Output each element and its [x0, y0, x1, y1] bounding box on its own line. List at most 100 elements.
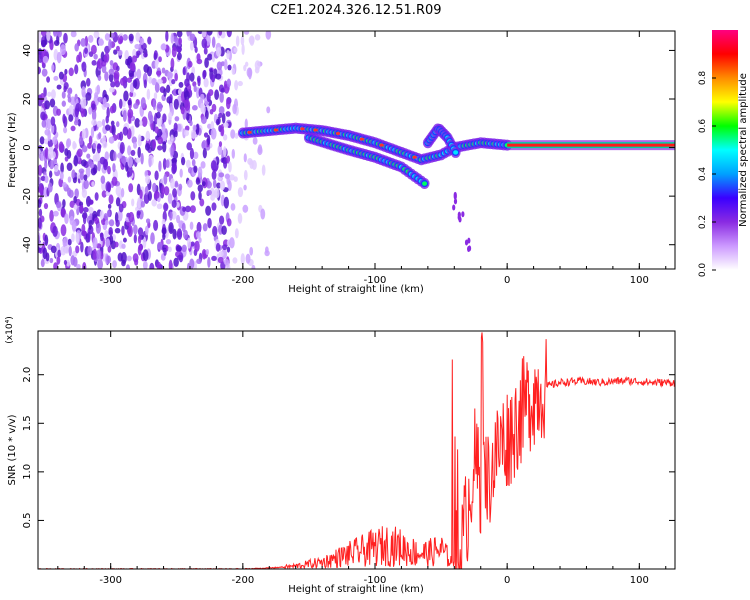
spectrogram-noise-blob: [49, 98, 56, 108]
spectrogram-noise-blob: [79, 204, 84, 214]
spectrogram-noise-blob: [86, 153, 91, 159]
spectrogram-noise-blob: [161, 67, 166, 74]
spectrogram-noise-blob: [67, 176, 72, 183]
spectrogram-noise-blob: [196, 258, 202, 265]
spectrogram-noise-blob: [40, 31, 47, 37]
spectrogram-noise-blob: [134, 43, 140, 50]
spectrogram-noise-blob: [125, 161, 129, 172]
snr-y-tick-label: 1.0: [22, 464, 33, 480]
spectrogram-noise-blob: [203, 132, 209, 138]
spectrogram-noise-blob: [156, 261, 162, 269]
spectrogram-noise-blob: [59, 171, 64, 181]
spectrogram-noise-blob: [174, 37, 181, 46]
spectrogram-noise-blob: [53, 164, 59, 173]
spectrogram-noise-blob: [241, 43, 245, 56]
spectrogram-noise-blob: [114, 241, 119, 248]
spectrogram-noise-blob: [165, 31, 169, 42]
spectrogram-y-ticks: -40 -20 0 20 40: [22, 44, 675, 253]
spectrogram-noise-blob: [153, 219, 159, 232]
spectrogram-noise-blob: [176, 228, 183, 240]
spectrogram-noise-blob: [171, 78, 176, 85]
spectrogram-noise-blob: [96, 143, 102, 154]
spectrogram-noise-blob: [81, 61, 87, 73]
spectrogram-noise-blob: [47, 91, 52, 97]
spectrogram-noise-blob: [146, 88, 151, 100]
spectrogram-noise-blob: [66, 162, 73, 172]
spectrogram-noise-blob: [172, 228, 177, 240]
spectrogram-noise-blob: [123, 90, 129, 102]
spectrogram-noise-blob: [115, 185, 122, 197]
spectrogram-noise-blob: [68, 114, 74, 122]
spectrogram-noise-blob: [145, 218, 151, 224]
spectrogram-noise-blob: [154, 59, 159, 70]
spectrogram-noise-blob: [110, 81, 116, 88]
spectrogram-noise-blob: [75, 232, 80, 244]
spectrogram-noise-blob: [178, 81, 184, 88]
spectrogram-noise-blob: [56, 51, 62, 64]
spectrogram-noise-blob: [49, 257, 54, 264]
spectrogram-noise-blob: [185, 112, 190, 121]
spectrogram-noise-blob: [80, 241, 84, 253]
spectrogram-noise-blob: [189, 120, 193, 127]
spectrogram-noise-blob: [226, 31, 232, 38]
spectrogram-noise-blob: [204, 57, 209, 68]
spectrogram-noise-blob: [163, 173, 168, 185]
spectrogram-noise-blob: [111, 124, 116, 136]
spectrogram-noise-blob: [254, 66, 260, 74]
spectrogram-x-ticks: -300 -200 -100 0 100: [57, 31, 667, 286]
spectrogram-noise-blob: [203, 47, 208, 55]
spectrogram-noise-blob: [45, 252, 50, 262]
spectrogram-noise-blob: [38, 164, 43, 176]
spectrogram-noise-blob: [64, 68, 68, 75]
spectrogram-noise-blob: [171, 199, 177, 209]
colorbar-tick-label: 0.8: [698, 71, 708, 86]
spectrogram-noise-blob: [52, 210, 59, 217]
spectrogram-noise-blob: [170, 57, 175, 70]
spectrogram-tail-dot: [453, 198, 458, 205]
spectrogram-noise-blob: [243, 64, 247, 72]
spectrogram-noise-blob: [226, 246, 231, 253]
spectrogram-noise-blob: [91, 119, 97, 126]
snr-y-ticks: 0.5 1.0 1.5 2.0: [22, 367, 675, 528]
spectrogram-noise-blob: [119, 77, 126, 86]
spectrogram-noise-blob: [120, 155, 126, 164]
spectrogram-noise-blob: [226, 78, 232, 88]
spectrogram-noise-blob: [170, 178, 175, 189]
spectrogram-noise-blob: [91, 109, 97, 121]
spectrogram-noise-blob: [119, 35, 124, 44]
spectrogram-noise-blob: [40, 111, 46, 121]
spectrogram-noise-blob: [105, 124, 111, 131]
spectrogram-noise-blob: [44, 100, 51, 110]
spectrogram-noise-blob: [184, 78, 190, 87]
spectrogram-lower-branch-core: [422, 181, 428, 186]
spectrogram-noise-blob: [233, 47, 238, 53]
spectrogram-noise-blob: [91, 60, 97, 66]
spectrogram-noise-blob: [223, 158, 228, 169]
spectrogram-noise-blob: [210, 160, 217, 171]
snr-x-tick-label: -300: [99, 575, 122, 586]
snr-plot-area: [38, 331, 675, 569]
spectrogram-noise-blob: [185, 159, 191, 169]
spectrogram-noise-blob: [207, 134, 211, 146]
spectrogram-noise-blob: [38, 208, 43, 217]
spectrogram-noise-blob: [177, 254, 183, 261]
spectrogram-noise-blob: [101, 218, 106, 226]
spectrogram-noise-blob: [118, 98, 123, 109]
spectrogram-noise-blob: [82, 207, 89, 213]
spectrogram-hotspot: [379, 143, 384, 147]
spectrogram-noise-blob: [78, 135, 84, 146]
spectrogram-noise-blob: [67, 238, 72, 246]
spectrogram-noise-blob: [176, 31, 183, 38]
spectrogram-noise-blob: [85, 165, 91, 178]
spectrogram-noise-blob: [214, 188, 220, 199]
spectrogram-hotspot: [300, 127, 305, 131]
spectrogram-y-tick-label: -20: [22, 188, 33, 204]
spectrogram-noise-blob: [127, 99, 132, 106]
spectrogram-noise-blob: [156, 111, 161, 119]
spectrogram-noise-blob: [43, 87, 47, 98]
spectrogram-noise-blob: [38, 148, 41, 156]
spectrogram-noise-blob: [106, 106, 110, 119]
spectrogram-noise-blob: [153, 92, 158, 100]
